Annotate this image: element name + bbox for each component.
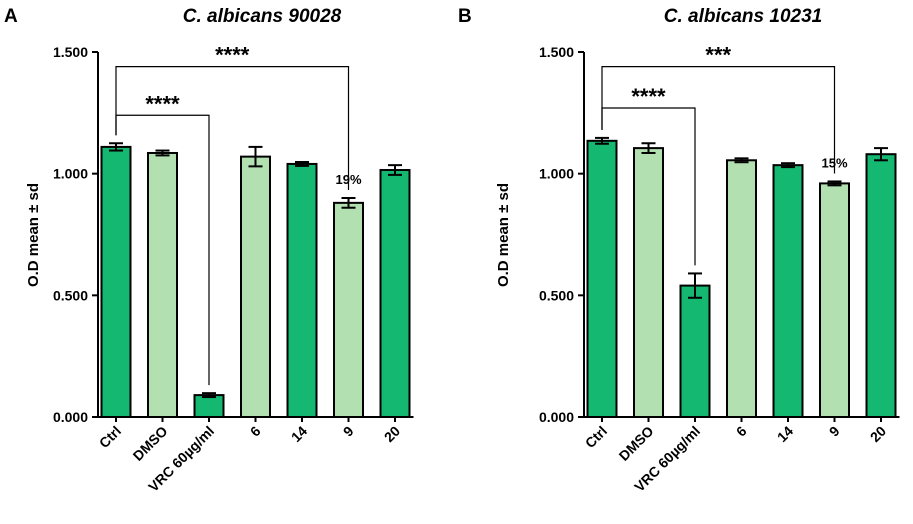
bar [819,182,850,418]
x-tick-label: DMSO [616,423,657,464]
bar [240,155,271,418]
significance-label: **** [631,84,666,109]
y-tick-label: 1.500 [539,44,574,60]
bar [865,153,897,418]
x-tick-label: 6 [247,423,264,440]
y-tick-label: 1.000 [539,166,574,182]
y-tick-label: 0.500 [53,287,88,303]
panel-letter: B [458,6,472,27]
x-tick-label: 6 [733,423,750,440]
x-tick-label: 14 [288,423,310,445]
significance-bracket [601,66,836,174]
bar [333,201,364,418]
bar [679,284,711,418]
y-axis-label: O.D mean ± sd [25,183,42,287]
bar [100,145,132,418]
significance-label: **** [145,91,180,116]
significance-bracket [115,66,350,190]
x-tick-label: DMSO [130,423,171,464]
y-tick-label: 1.500 [53,44,88,60]
bar [633,147,664,418]
bar [726,159,757,419]
percent-annotation: 19% [335,172,361,187]
x-tick-label: 20 [867,423,889,445]
bar [147,151,178,418]
y-tick-label: 1.000 [53,166,88,182]
bar [286,162,318,418]
bar [586,139,618,418]
y-axis-label: O.D mean ± sd [495,183,512,287]
x-tick-label: 14 [774,423,796,445]
percent-annotation: 15% [821,155,847,170]
x-tick-label: 9 [826,423,843,440]
x-tick-label: 9 [340,423,357,440]
bar [193,394,225,419]
y-tick-label: 0.500 [539,287,574,303]
y-tick-label: 0.000 [53,409,88,425]
significance-label: **** [215,43,250,68]
significance-label: *** [705,43,731,68]
x-tick-label: Ctrl [582,423,610,451]
panel-letter: A [4,6,18,27]
x-tick-label: 20 [381,423,403,445]
y-tick-label: 0.000 [539,409,574,425]
bar [772,164,804,418]
bar [379,169,411,418]
chart-title: C. albicans 10231 [664,6,822,27]
panel-a: A C. albicans 90028 O.D mean ± sd 0.000 0… [4,6,414,495]
x-tick-label: Ctrl [96,423,124,451]
panel-b: B C. albicans 10231 O.D mean ± sd 0.000 0… [458,6,900,495]
chart-title: C. albicans 90028 [183,6,342,27]
